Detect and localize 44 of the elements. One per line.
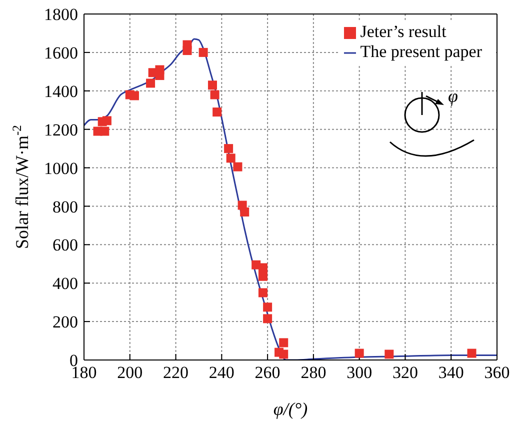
- point: [210, 90, 220, 100]
- point: [198, 48, 208, 57]
- point: [279, 350, 288, 359]
- y-tick-label: 1200: [44, 120, 78, 140]
- point: [102, 116, 112, 126]
- legend-label: Jeter’s result: [360, 22, 446, 41]
- x-tick-label: 340: [438, 363, 464, 382]
- point: [467, 348, 476, 358]
- point: [279, 338, 288, 348]
- y-tick-label: 400: [52, 274, 78, 294]
- x-tick-label: 200: [117, 363, 143, 382]
- point: [354, 348, 364, 358]
- x-tick-label: 280: [300, 363, 326, 382]
- point: [258, 288, 268, 298]
- y-tick-label: 1400: [44, 82, 78, 101]
- point: [182, 46, 192, 56]
- point: [258, 272, 268, 281]
- y-tick-label: 200: [52, 312, 78, 332]
- point: [100, 126, 110, 136]
- point: [226, 154, 236, 163]
- point: [224, 144, 234, 154]
- point: [233, 162, 242, 172]
- x-axis-title: φ/(°): [273, 398, 308, 419]
- y-tick-label: 1000: [44, 158, 78, 178]
- x-tick-label: 220: [163, 363, 189, 382]
- legend-label: The present paper: [360, 42, 482, 61]
- y-tick-label: 800: [52, 197, 78, 216]
- annotation: φ: [448, 86, 458, 107]
- x-tick-label: 300: [346, 363, 372, 382]
- x-tick-label: 360: [484, 363, 510, 382]
- point: [263, 314, 272, 324]
- point: [240, 207, 250, 216]
- point: [212, 108, 222, 117]
- x-tick-label: 260: [254, 363, 280, 382]
- x-tick-label: 240: [208, 363, 234, 382]
- point: [208, 80, 217, 90]
- point: [263, 302, 272, 312]
- y-tick-label: 1600: [44, 43, 78, 62]
- x-tick-label: 320: [392, 363, 418, 382]
- y-tick-label: 1800: [44, 5, 78, 24]
- point: [130, 91, 139, 100]
- point: [384, 350, 394, 359]
- y-tick-label: 600: [52, 236, 78, 255]
- point: [146, 78, 156, 88]
